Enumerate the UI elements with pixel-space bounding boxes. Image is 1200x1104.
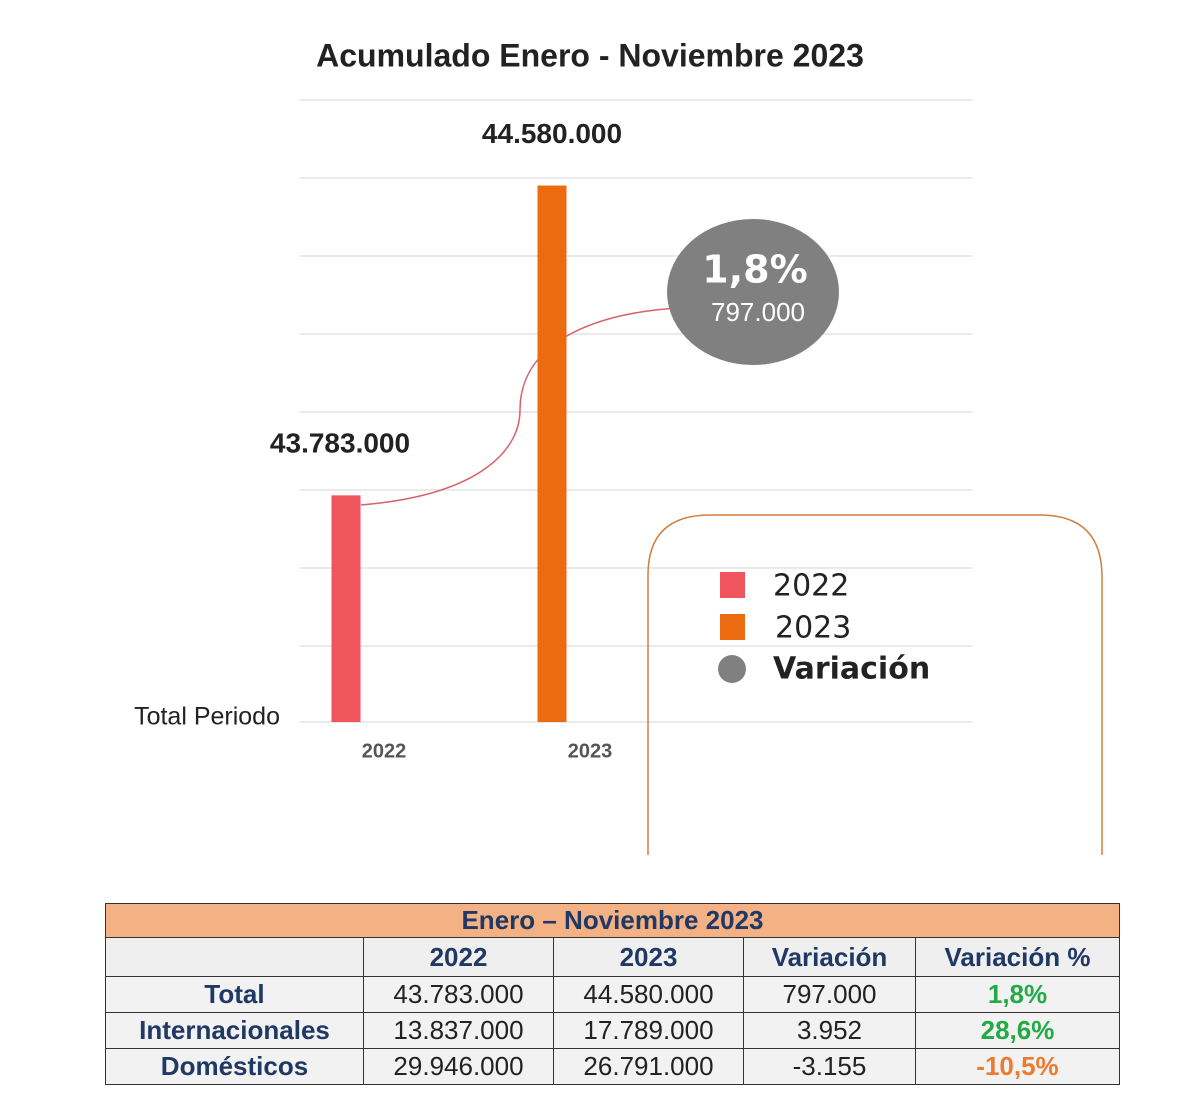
row-label: Internacionales	[105, 1012, 364, 1049]
summary-table: Enero – Noviembre 2023 2022 2023 Variaci…	[105, 903, 1120, 1085]
variation-difference: 797.000	[711, 297, 805, 327]
row-label: Total	[105, 976, 364, 1013]
legend-swatch	[720, 572, 745, 598]
table-cell: 29.946.000	[363, 1048, 554, 1085]
category-label: Total Periodo	[134, 703, 280, 731]
variation-percent: 1,8%	[702, 248, 807, 292]
table-cell: 43.783.000	[363, 976, 554, 1013]
bar	[537, 185, 567, 722]
header-cell	[105, 937, 364, 977]
table-cell: 44.580.000	[553, 976, 744, 1013]
table-row: Domésticos 29.946.000 26.791.000 -3.155 -10,…	[105, 1048, 1120, 1085]
legend-box	[647, 514, 1103, 855]
chart: Acumulado Enero - Noviembre 2023 Total P…	[134, 37, 1103, 855]
legend-swatch	[720, 614, 745, 640]
legend-swatch	[718, 655, 746, 683]
table-cell: 28,6%	[915, 1012, 1120, 1049]
table-cell: 26.791.000	[553, 1048, 744, 1085]
header-cell: Variación %	[915, 937, 1120, 977]
legend-label: Variación	[773, 652, 930, 687]
data-label: 43.783.000	[270, 428, 410, 459]
legend-label: 2022	[773, 569, 849, 604]
table-title: Enero – Noviembre 2023	[105, 903, 1120, 938]
table-header: 2022 2023 Variación Variación %	[105, 937, 1120, 977]
legend-label: 2023	[775, 611, 851, 646]
table-cell: -3.155	[743, 1048, 916, 1085]
x-tick-label: 2022	[362, 740, 407, 762]
header-cell: 2023	[553, 937, 744, 977]
grid	[300, 99, 972, 723]
x-tick-label: 2023	[568, 740, 613, 762]
row-label: Domésticos	[105, 1048, 364, 1085]
data-label: 44.580.000	[482, 118, 622, 149]
bar	[331, 495, 361, 722]
table-row: Internacionales 13.837.000 17.789.000 3.952…	[105, 1012, 1120, 1049]
table-cell: 13.837.000	[363, 1012, 554, 1049]
header-cell: Variación	[743, 937, 916, 977]
table-cell: 17.789.000	[553, 1012, 744, 1049]
table-cell: -10,5%	[915, 1048, 1120, 1085]
variation-connector	[360, 307, 681, 506]
header-cell: 2022	[363, 937, 554, 977]
table-cell: 797.000	[743, 976, 916, 1013]
table-cell: 3.952	[743, 1012, 916, 1049]
chart-title: Acumulado Enero - Noviembre 2023	[316, 37, 864, 73]
variation-bubble	[667, 219, 839, 365]
table-cell: 1,8%	[915, 976, 1120, 1013]
table-row: Total 43.783.000 44.580.000 797.000 1,8%	[105, 976, 1120, 1013]
